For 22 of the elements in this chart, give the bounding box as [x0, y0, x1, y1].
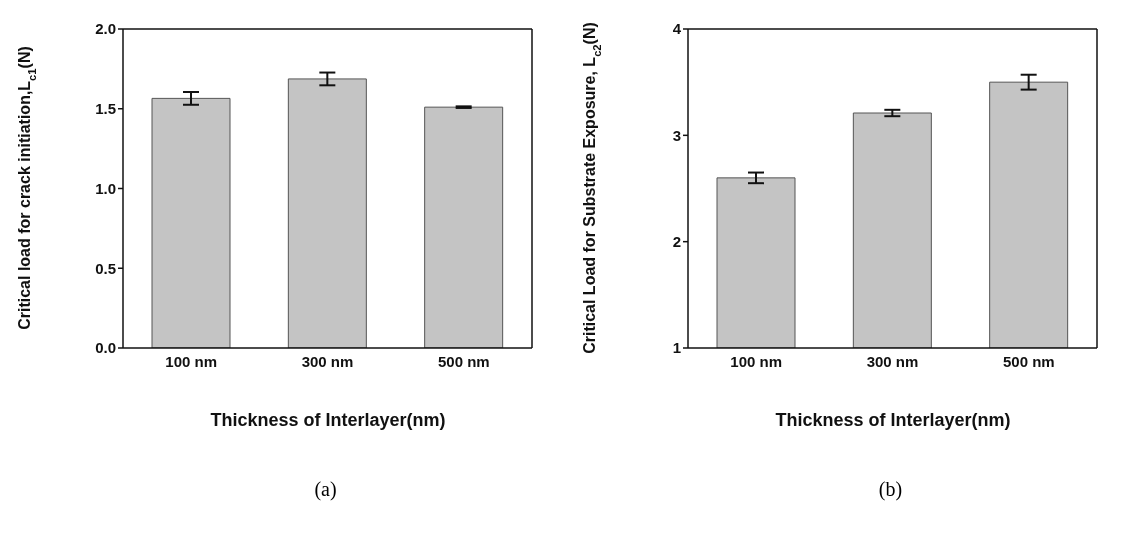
x-tick-label: 500 nm [437, 352, 490, 370]
y-tick-label: 1.0 [95, 179, 116, 197]
x-tick-label: 300 nm [301, 352, 354, 370]
x-tick-label: 100 nm [730, 352, 783, 370]
x-tick-label: 500 nm [1002, 352, 1055, 370]
text: (a) [313, 478, 338, 501]
y-tick-label: 1.5 [95, 100, 116, 118]
y-tick-label: 4 [672, 20, 682, 38]
x-tick-label: 100 nm [165, 352, 218, 370]
y-tick-label: 2.0 [95, 20, 116, 38]
bar [287, 78, 367, 348]
x-tick-label: 300 nm [866, 352, 919, 370]
bar [424, 106, 504, 348]
y-tick-label: 0.0 [95, 339, 116, 357]
y-tick-label: 1 [672, 339, 681, 357]
y-tick-label: 3 [672, 126, 681, 144]
text: (b) [877, 478, 904, 501]
y-tick-label: 0.5 [95, 259, 116, 277]
x-axis-title: Thickness of Interlayer(nm) [775, 410, 1011, 430]
y-tick-label: 2 [672, 232, 681, 250]
bar [151, 97, 231, 348]
x-axis-title: Thickness of Interlayer(nm) [210, 410, 446, 430]
